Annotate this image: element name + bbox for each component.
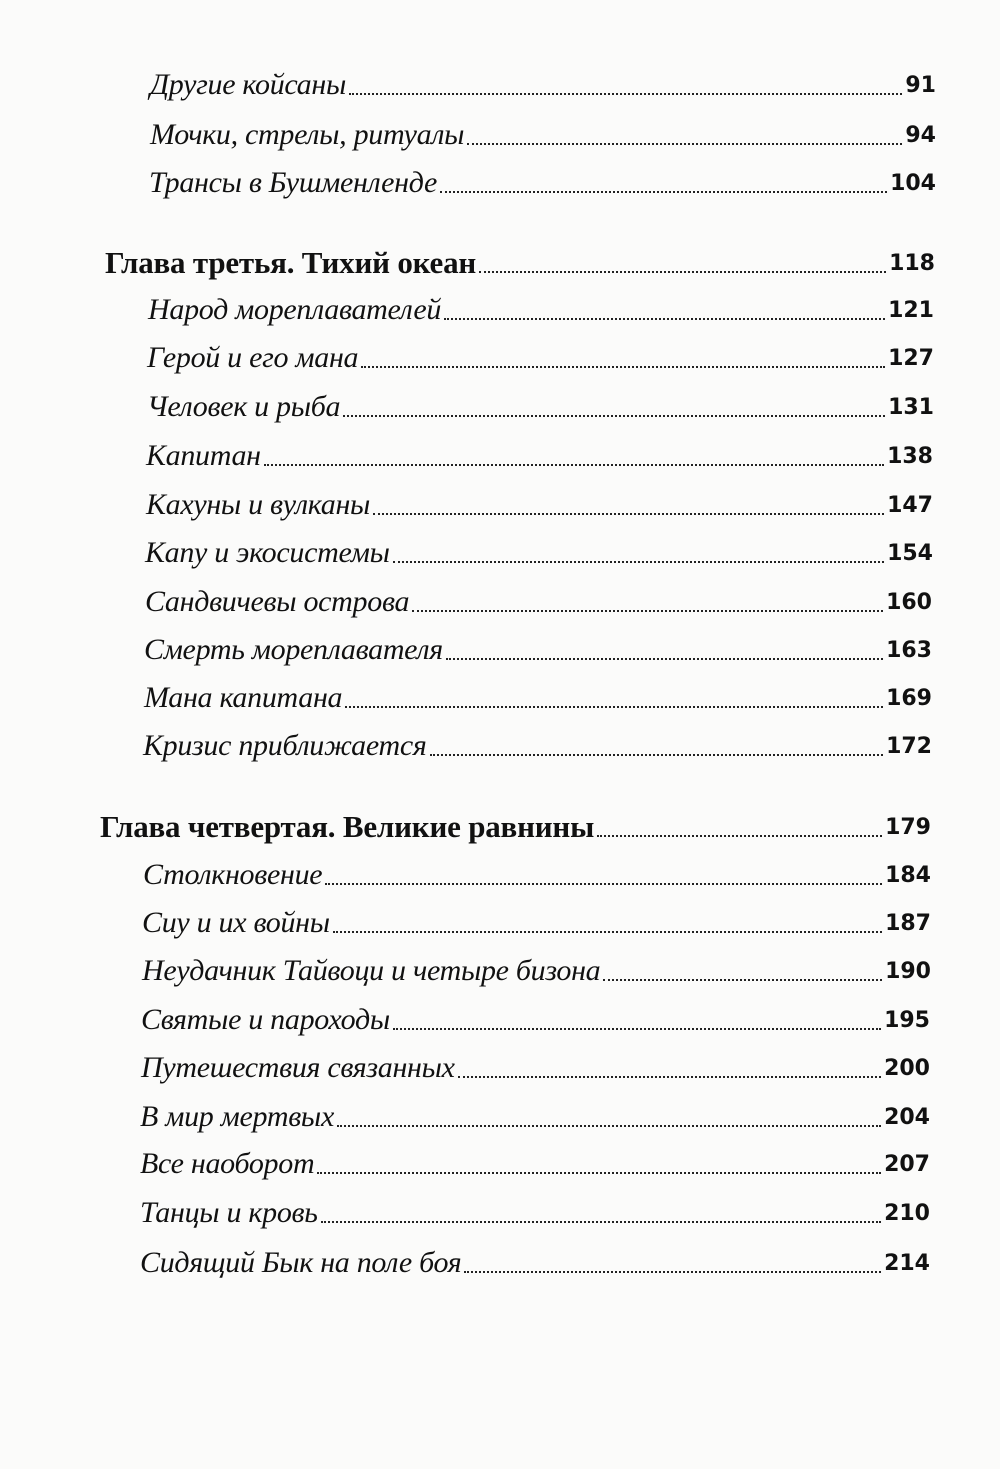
dot-leader	[464, 1271, 882, 1273]
toc-entry: Путешествия связанных 200	[141, 1045, 930, 1085]
entry-title: Сандвичевы острова	[145, 585, 410, 618]
entry-title: Сиу и их войны	[142, 906, 330, 939]
toc-entry: Народ мореплавателей 121	[148, 287, 934, 327]
entry-title: Кахуны и вулканы	[146, 488, 371, 521]
toc-entry: Мана капитана 169	[144, 675, 932, 715]
page-number: 163	[886, 638, 932, 663]
entry-title: Танцы и кровь	[140, 1196, 318, 1229]
page-number: 118	[889, 251, 935, 276]
toc-entry: Другие койсаны 91	[150, 62, 936, 102]
toc-entry: Капитан 138	[146, 433, 933, 473]
dot-leader	[429, 754, 884, 756]
entry-title: Столкновение	[143, 858, 323, 891]
toc-entry: Трансы в Бушменленде 104	[149, 160, 936, 200]
dot-leader	[348, 93, 903, 95]
dot-leader	[332, 931, 883, 933]
dot-leader	[457, 1076, 882, 1078]
dot-leader	[467, 143, 903, 145]
toc-entry: Сиу и их войны 187	[142, 900, 931, 940]
dot-leader	[392, 1028, 882, 1030]
page-number: 195	[884, 1008, 930, 1033]
toc-entry: Танцы и кровь 210	[140, 1190, 930, 1230]
entry-title: Глава четвертая. Великие равнины	[100, 809, 595, 844]
dot-leader	[603, 979, 883, 981]
page-number: 214	[884, 1251, 930, 1276]
page-number: 131	[888, 395, 934, 420]
dot-leader	[317, 1172, 882, 1174]
page-number: 127	[888, 346, 934, 371]
entry-title: Народ мореплавателей	[148, 293, 442, 326]
dot-leader	[392, 561, 885, 563]
entry-title: Человек и рыба	[147, 390, 341, 423]
dot-leader	[597, 835, 883, 837]
dot-leader	[479, 271, 887, 273]
entry-title: Капитан	[146, 439, 261, 472]
dot-leader	[444, 318, 886, 320]
page-number: 91	[905, 73, 936, 98]
toc-entry: Святые и пароходы 195	[141, 997, 930, 1037]
entry-title: Неудачник Тайвоци и четыре бизона	[142, 954, 601, 987]
page-number: 187	[885, 911, 931, 936]
page-number: 190	[885, 959, 931, 984]
entry-title: Герой и его мана	[147, 341, 359, 374]
dot-leader	[412, 610, 884, 612]
page-number: 204	[884, 1105, 930, 1130]
entry-title: Путешествия связанных	[141, 1051, 455, 1084]
dot-leader	[345, 706, 884, 708]
page-number: 147	[887, 493, 933, 518]
toc-entry: Кахуны и вулканы 147	[146, 482, 933, 522]
toc-chapter-entry: Глава третья. Тихий океан 118	[105, 240, 935, 280]
entry-title: Все наоборот	[140, 1147, 315, 1180]
page-number: 200	[884, 1056, 930, 1081]
dot-leader	[440, 191, 888, 193]
page-number: 172	[886, 734, 932, 759]
toc-entry: Человек и рыба 131	[147, 384, 934, 424]
toc-entry: Столкновение 184	[143, 852, 931, 892]
page-number: 184	[885, 863, 931, 888]
toc-entry: В мир мертвых 204	[140, 1094, 930, 1134]
page-number: 121	[888, 298, 934, 323]
page-number: 160	[886, 590, 932, 615]
toc-chapter-entry: Глава четвертая. Великие равнины 179	[100, 804, 931, 844]
dot-leader	[336, 1125, 882, 1127]
entry-title: Святые и пароходы	[141, 1003, 390, 1036]
entry-title: Трансы в Бушменленде	[149, 166, 437, 199]
entry-title: Смерть мореплавателя	[144, 633, 443, 666]
toc-entry: Сидящий Бык на поле боя 214	[140, 1240, 930, 1280]
dot-leader	[373, 513, 885, 515]
page-number: 104	[890, 171, 936, 196]
entry-title: Мана капитана	[144, 681, 343, 714]
dot-leader	[263, 464, 885, 466]
toc-entry: Неудачник Тайвоци и четыре бизона 190	[142, 948, 931, 988]
entry-title: Сидящий Бык на поле боя	[140, 1246, 462, 1279]
page-number: 210	[884, 1201, 930, 1226]
page-number: 94	[905, 123, 936, 148]
toc-entry: Все наоборот 207	[140, 1141, 930, 1181]
page-number: 138	[887, 444, 933, 469]
toc-entry: Смерть мореплавателя 163	[144, 627, 932, 667]
entry-title: В мир мертвых	[140, 1100, 334, 1133]
toc-entry: Сандвичевы острова 160	[145, 579, 932, 619]
page-number: 169	[886, 686, 932, 711]
entry-title: Капу и экосистемы	[145, 536, 390, 569]
entry-title: Глава третья. Тихий океан	[105, 245, 477, 280]
toc-entry: Кризис приближается 172	[143, 723, 932, 763]
dot-leader	[361, 366, 886, 368]
entry-title: Другие койсаны	[150, 68, 346, 101]
page-number: 179	[885, 815, 931, 840]
dot-leader	[320, 1221, 882, 1223]
dot-leader	[343, 415, 886, 417]
dot-leader	[445, 658, 884, 660]
toc-entry: Герой и его мана 127	[147, 335, 934, 375]
page-number: 207	[884, 1152, 930, 1177]
entry-title: Кризис приближается	[143, 729, 427, 762]
toc-entry: Мочки, стрелы, ритуалы 94	[150, 112, 936, 152]
dot-leader	[325, 883, 883, 885]
entry-title: Мочки, стрелы, ритуалы	[150, 118, 465, 151]
toc-entry: Капу и экосистемы 154	[145, 530, 933, 570]
page-number: 154	[887, 541, 933, 566]
